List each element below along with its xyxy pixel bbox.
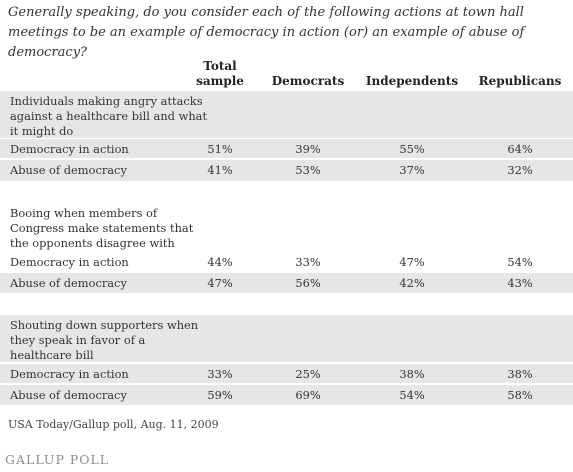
cell-democrats: 69% <box>295 388 321 402</box>
cell-independents: 37% <box>399 163 425 177</box>
column-header-total-sample: Total sample <box>196 59 244 88</box>
column-header-republicans: Republicans <box>478 74 562 88</box>
table-row: Democracy in action 33% 25% 38% 38% <box>0 364 573 383</box>
cell-total: 33% <box>207 367 233 381</box>
cell-independents: 42% <box>399 276 425 290</box>
cell-republicans: 58% <box>507 388 533 402</box>
gallup-poll-logo: GALLUP POLL <box>5 452 110 467</box>
source-note: USA Today/Gallup poll, Aug. 11, 2009 <box>8 418 219 431</box>
table-row: Democracy in action 44% 33% 47% 54% <box>0 252 573 272</box>
cell-total: 41% <box>207 163 233 177</box>
group-3-header-row: Shouting down supporters when they speak… <box>0 315 573 362</box>
table-row: Abuse of democracy 41% 53% 37% 32% <box>0 160 573 181</box>
cell-democrats: 33% <box>295 255 321 269</box>
cell-democrats: 39% <box>295 142 321 156</box>
cell-total: 59% <box>207 388 233 402</box>
row-label: Abuse of democracy <box>10 276 127 290</box>
group-1-header-row: Individuals making angry attacks against… <box>0 91 573 138</box>
cell-republicans: 32% <box>507 163 533 177</box>
cell-independents: 47% <box>399 255 425 269</box>
cell-republicans: 64% <box>507 142 533 156</box>
group-2-label: Booing when members of Congress make sta… <box>10 206 194 250</box>
row-label: Democracy in action <box>10 367 129 381</box>
row-label: Abuse of democracy <box>10 163 127 177</box>
cell-independents: 54% <box>399 388 425 402</box>
table-row: Abuse of democracy 59% 69% 54% 58% <box>0 385 573 405</box>
group-3-label: Shouting down supporters when they speak… <box>10 318 199 362</box>
cell-independents: 38% <box>399 367 425 381</box>
column-header-independents: Independents <box>365 74 459 88</box>
row-label: Democracy in action <box>10 255 129 269</box>
group-2-header-row: Booing when members of Congress make sta… <box>0 203 573 250</box>
cell-republicans: 54% <box>507 255 533 269</box>
cell-total: 51% <box>207 142 233 156</box>
cell-democrats: 53% <box>295 163 321 177</box>
cell-total: 44% <box>207 255 233 269</box>
table-row: Democracy in action 51% 39% 55% 64% <box>0 139 573 158</box>
group-1-label: Individuals making angry attacks against… <box>10 94 208 138</box>
cell-total: 47% <box>207 276 233 290</box>
cell-republicans: 43% <box>507 276 533 290</box>
row-label: Democracy in action <box>10 142 129 156</box>
chart-title: Generally speaking, do you consider each… <box>8 5 525 60</box>
cell-democrats: 56% <box>295 276 321 290</box>
cell-independents: 55% <box>399 142 425 156</box>
cell-republicans: 38% <box>507 367 533 381</box>
row-label: Abuse of democracy <box>10 388 127 402</box>
table-row: Abuse of democracy 47% 56% 42% 43% <box>0 273 573 293</box>
column-header-democrats: Democrats <box>271 74 345 88</box>
cell-democrats: 25% <box>295 367 321 381</box>
